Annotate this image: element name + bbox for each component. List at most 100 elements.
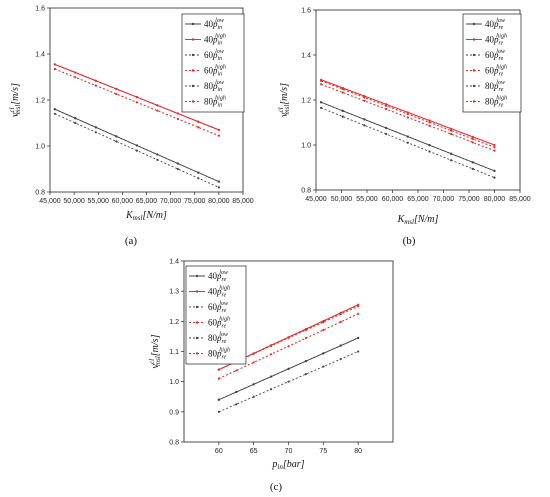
data-point [450, 129, 453, 132]
data-point [493, 149, 496, 152]
panel-b-label: (b) [403, 235, 416, 247]
legend-entry: 60prelow [485, 49, 505, 62]
y-tick-label: 1.6 [301, 8, 311, 15]
y-tick-label: 1.0 [301, 143, 311, 150]
data-point [304, 337, 308, 340]
data-point [197, 177, 200, 180]
y-tick-label: 1.4 [301, 53, 311, 60]
data-point [217, 410, 220, 413]
data-point [217, 398, 220, 401]
legend-entry: 40prehigh [485, 34, 507, 47]
legend-marker [472, 53, 476, 57]
legend-entry: 40pinlow [204, 18, 224, 31]
legend-marker [191, 22, 195, 26]
data-point [197, 126, 200, 129]
data-point [74, 71, 77, 74]
x-axis-label: Kmsl[N/m] [125, 210, 167, 222]
x-tick-label: 65,000 [136, 198, 158, 205]
data-point [287, 345, 290, 348]
data-point [287, 336, 290, 340]
data-point [493, 176, 496, 179]
data-point [252, 395, 255, 398]
data-point [357, 305, 360, 308]
panel-a-label: (a) [125, 235, 138, 247]
data-point [304, 328, 308, 332]
data-point [471, 137, 474, 141]
x-tick-label: 70,000 [433, 196, 455, 203]
x-tick-label: 75 [319, 448, 327, 455]
legend-entry: 60prehigh [208, 317, 230, 330]
data-point [197, 171, 200, 174]
data-point [406, 135, 409, 138]
data-point [235, 403, 238, 406]
legend-box [462, 13, 522, 113]
data-point [94, 131, 97, 134]
legend-entry: 80prelow [485, 80, 505, 93]
data-point [493, 146, 496, 149]
legend-entry: 40prehigh [208, 286, 230, 299]
data-point [156, 158, 159, 161]
data-point [235, 390, 238, 394]
data-point [217, 134, 220, 137]
legend-box [185, 265, 247, 365]
data-point [357, 350, 360, 353]
x-tick-label: 45,000 [39, 198, 61, 205]
legend-entry: 80prelow [208, 332, 228, 345]
y-tick-label: 1.4 [35, 52, 45, 59]
data-point [176, 167, 179, 171]
data-point [252, 352, 255, 355]
legend-marker [472, 22, 476, 26]
data-point [339, 357, 342, 361]
data-point [341, 88, 344, 91]
x-tick-label: 60,000 [382, 196, 404, 203]
data-point [341, 109, 344, 112]
x-tick-label: 70,000 [160, 198, 182, 205]
data-point [217, 180, 220, 183]
x-tick-label: 85,000 [509, 196, 531, 203]
y-tick-label: 1.0 [35, 144, 45, 151]
data-point [115, 135, 118, 138]
data-point [363, 118, 366, 121]
legend-marker [195, 305, 199, 309]
data-point [156, 104, 159, 107]
data-point [135, 144, 138, 147]
x-tick-label: 55,000 [356, 196, 378, 203]
legend-entry: 80prehigh [208, 348, 230, 361]
y-tick-label: 1.2 [301, 98, 311, 105]
data-point [156, 153, 159, 156]
data-point [135, 149, 138, 152]
data-point [53, 112, 56, 115]
panel-c-chart: 60 65 70 75 80 0.8 0.9 1.0 1.1 1.2 1.3 1.4 40prelow 4… [148, 259, 394, 471]
y-tick-label: 1.2 [169, 319, 179, 326]
data-point [385, 132, 388, 136]
x-tick-label: 65 [250, 448, 258, 455]
data-point [94, 79, 97, 82]
y-axis-label: vclmsl[m/s] [8, 83, 22, 117]
data-point [197, 120, 200, 123]
data-point [115, 140, 118, 143]
data-point [428, 144, 431, 147]
data-point [406, 111, 409, 114]
x-tick-label: 80,000 [208, 198, 230, 205]
data-point [217, 368, 220, 371]
y-tick-label: 0.8 [301, 188, 311, 195]
x-tick-label: 80,000 [484, 196, 506, 203]
data-point [287, 380, 290, 383]
data-point [493, 169, 496, 172]
legend-entry: 40pinhigh [204, 34, 226, 47]
x-tick-label: 60 [215, 448, 223, 455]
data-point [94, 126, 97, 129]
data-point [357, 312, 360, 315]
y-tick-label: 1.2 [35, 98, 45, 105]
data-point [322, 328, 325, 332]
data-point [406, 112, 409, 116]
legend-marker [191, 53, 195, 57]
legend-marker [472, 100, 476, 103]
data-point [471, 141, 474, 144]
data-point [450, 152, 453, 155]
data-point [135, 101, 138, 104]
data-point [320, 83, 323, 86]
data-point [428, 119, 431, 122]
data-point [339, 320, 342, 323]
data-point [341, 91, 344, 94]
